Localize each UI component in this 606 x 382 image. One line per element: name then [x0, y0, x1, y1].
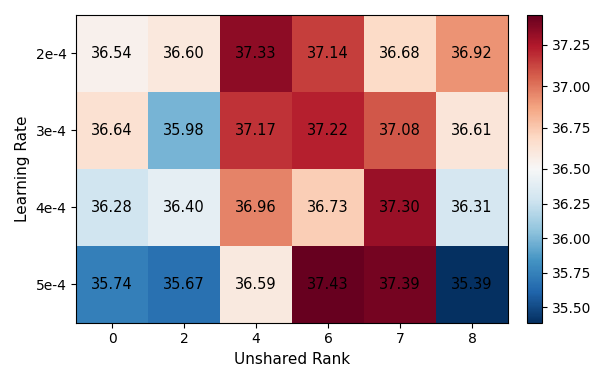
- Text: 37.22: 37.22: [307, 123, 349, 138]
- Text: 37.17: 37.17: [235, 123, 277, 138]
- Text: 36.31: 36.31: [451, 200, 493, 215]
- Text: 37.30: 37.30: [379, 200, 421, 215]
- Text: 35.98: 35.98: [163, 123, 205, 138]
- Text: 36.60: 36.60: [163, 46, 205, 61]
- Text: 36.96: 36.96: [235, 200, 277, 215]
- Text: 36.28: 36.28: [92, 200, 133, 215]
- X-axis label: Unshared Rank: Unshared Rank: [234, 352, 350, 367]
- Text: 37.39: 37.39: [379, 277, 421, 292]
- Text: 35.39: 35.39: [451, 277, 493, 292]
- Text: 36.92: 36.92: [451, 46, 493, 61]
- Text: 37.14: 37.14: [307, 46, 349, 61]
- Text: 37.08: 37.08: [379, 123, 421, 138]
- Text: 36.68: 36.68: [379, 46, 421, 61]
- Text: 35.67: 35.67: [163, 277, 205, 292]
- Text: 37.33: 37.33: [235, 46, 277, 61]
- Text: 37.43: 37.43: [307, 277, 349, 292]
- Text: 36.40: 36.40: [163, 200, 205, 215]
- Text: 36.54: 36.54: [92, 46, 133, 61]
- Text: 35.74: 35.74: [92, 277, 133, 292]
- Text: 36.73: 36.73: [307, 200, 349, 215]
- Text: 36.64: 36.64: [92, 123, 133, 138]
- Y-axis label: Learning Rate: Learning Rate: [15, 116, 30, 222]
- Text: 36.61: 36.61: [451, 123, 493, 138]
- Text: 36.59: 36.59: [235, 277, 277, 292]
